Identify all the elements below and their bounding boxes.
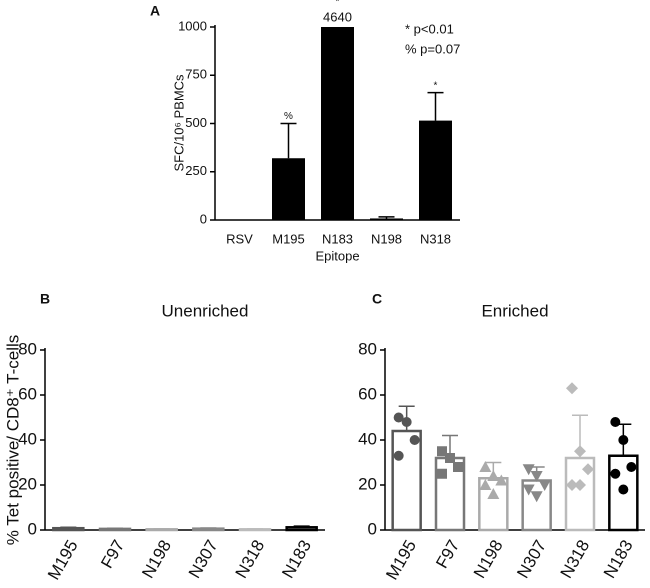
point bbox=[453, 462, 463, 472]
x-tick-label: N183 bbox=[322, 231, 353, 246]
x-tick-label: RSV bbox=[226, 231, 253, 246]
y-tick-label: 0 bbox=[28, 519, 37, 538]
x-tick-label: N318 bbox=[232, 537, 269, 582]
y-tick-label: 40 bbox=[358, 429, 377, 448]
error-bar bbox=[280, 122, 297, 159]
point bbox=[401, 417, 412, 427]
point bbox=[626, 462, 637, 472]
y-tick-label: 0 bbox=[368, 519, 377, 538]
y-axis-label: SFC/10⁶ PBMCs bbox=[171, 74, 186, 172]
point bbox=[393, 412, 404, 423]
panel-b: B Unenriched % Tet positive/ CD8⁺ T-cells 0… bbox=[3, 291, 325, 583]
point bbox=[487, 488, 500, 499]
point bbox=[530, 491, 543, 503]
x-tick-label: N198 bbox=[470, 537, 507, 582]
error-bar bbox=[107, 527, 123, 529]
y-tick-label: 0 bbox=[200, 211, 207, 226]
bar bbox=[321, 27, 354, 220]
bar bbox=[272, 158, 305, 220]
error-bar bbox=[378, 216, 395, 219]
panel-label: C bbox=[372, 291, 382, 307]
point bbox=[582, 463, 594, 476]
point bbox=[437, 468, 447, 479]
bar bbox=[285, 526, 318, 532]
point bbox=[618, 484, 629, 495]
point bbox=[610, 417, 621, 427]
error-bar bbox=[293, 525, 310, 528]
error-bar bbox=[200, 527, 217, 529]
point bbox=[495, 474, 508, 486]
x-tick-label: M195 bbox=[382, 537, 420, 583]
chart-title: Unenriched bbox=[162, 301, 249, 320]
x-tick-label: N307 bbox=[185, 537, 222, 582]
error-bar bbox=[427, 91, 444, 121]
y-tick-label: 20 bbox=[18, 474, 37, 493]
y-tick-label: 60 bbox=[358, 384, 377, 403]
y-tick-label: 60 bbox=[18, 384, 37, 403]
significance: % bbox=[284, 111, 293, 122]
bar bbox=[192, 527, 225, 532]
panel-a: A SFC/10⁶ PBMCs Epitope * p<0.01 % p=0.07 0 25… bbox=[150, 0, 460, 263]
y-tick-label: 20 bbox=[358, 474, 377, 493]
point bbox=[538, 480, 551, 491]
value-label: 4640 bbox=[323, 9, 352, 24]
point bbox=[479, 461, 492, 472]
y-tick-label: 1000 bbox=[178, 18, 207, 33]
x-tick-label: N307 bbox=[513, 537, 550, 582]
point bbox=[566, 479, 578, 491]
error-bar bbox=[60, 526, 77, 529]
y-tick-label: 250 bbox=[185, 163, 207, 178]
point bbox=[530, 471, 543, 482]
x-tick-label: F97 bbox=[432, 537, 463, 572]
point bbox=[445, 453, 455, 463]
x-tick-label: N198 bbox=[371, 231, 402, 246]
significance: * bbox=[434, 80, 438, 91]
x-tick-label: M195 bbox=[44, 537, 82, 583]
note: % p=0.07 bbox=[405, 41, 460, 56]
point bbox=[574, 445, 586, 458]
significance: * bbox=[336, 0, 340, 8]
y-axis-label: % Tet positive/ CD8⁺ T-cells bbox=[3, 335, 22, 546]
bar bbox=[52, 526, 85, 532]
note: * p<0.01 bbox=[405, 21, 454, 36]
x-tick-label: N183 bbox=[600, 537, 637, 582]
y-tick-label: 40 bbox=[18, 429, 37, 448]
panel-label: B bbox=[40, 291, 50, 307]
x-tick-label: N183 bbox=[278, 537, 315, 582]
point bbox=[610, 468, 621, 479]
bar bbox=[391, 429, 422, 532]
y-tick-label: 80 bbox=[358, 339, 377, 358]
x-axis-label: Epitope bbox=[315, 248, 359, 263]
point bbox=[566, 382, 578, 395]
x-tick-label: N318 bbox=[420, 231, 451, 246]
y-tick-label: 80 bbox=[18, 339, 37, 358]
point bbox=[487, 470, 500, 481]
x-tick-label: N198 bbox=[138, 537, 175, 582]
chart-title: Enriched bbox=[481, 301, 548, 320]
panel-c: C Enriched 0 20 40 60 80 M195 F97 N198 N307 N318 N18… bbox=[358, 291, 645, 583]
bar bbox=[370, 218, 403, 220]
y-tick-label: 500 bbox=[185, 115, 207, 130]
x-tick-label: N318 bbox=[557, 537, 594, 582]
point bbox=[437, 446, 447, 457]
x-tick-label: M195 bbox=[272, 231, 305, 246]
y-tick-label: 750 bbox=[185, 67, 207, 82]
point bbox=[522, 464, 535, 476]
point bbox=[393, 450, 404, 461]
point bbox=[574, 479, 586, 491]
point bbox=[409, 435, 420, 445]
bar bbox=[98, 527, 132, 532]
point bbox=[618, 435, 629, 445]
point bbox=[522, 484, 535, 496]
panel-label: A bbox=[150, 3, 160, 19]
bar bbox=[419, 120, 452, 220]
point bbox=[479, 479, 492, 490]
x-tick-label: F97 bbox=[97, 537, 128, 572]
